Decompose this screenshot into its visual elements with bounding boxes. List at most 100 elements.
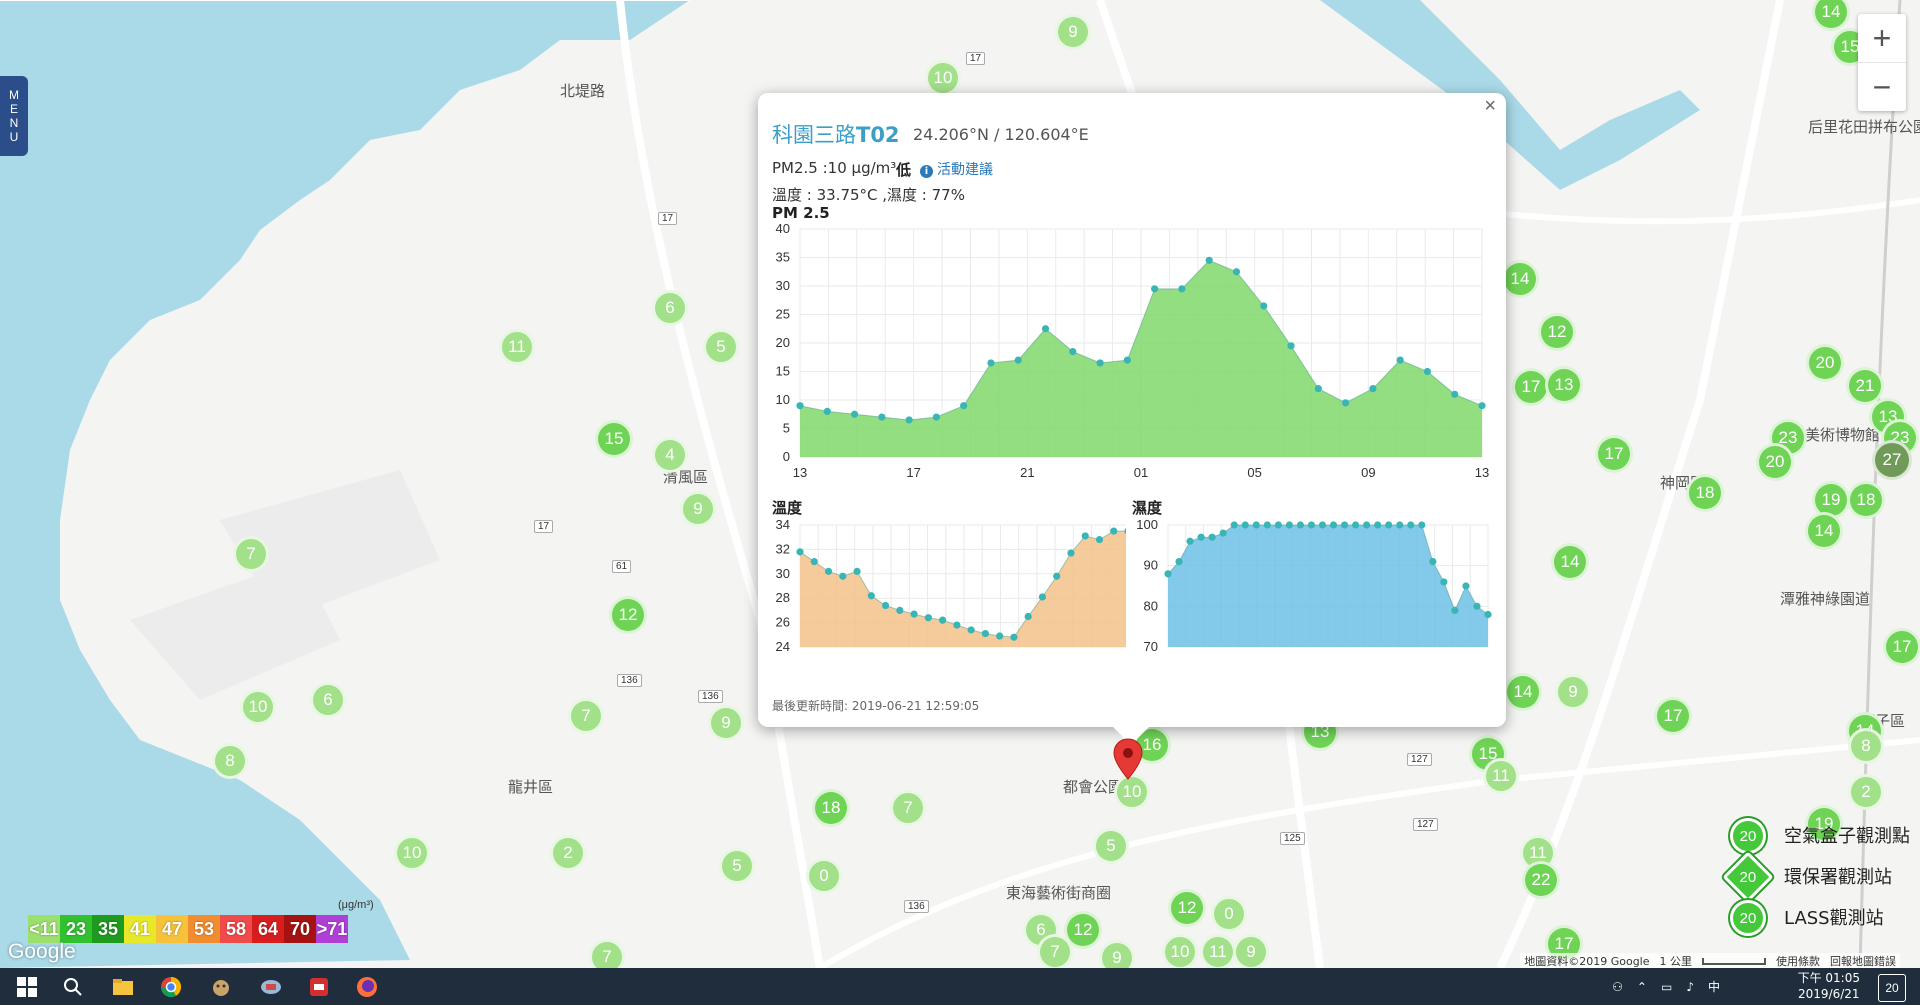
data-point[interactable] <box>1407 521 1415 529</box>
data-point[interactable] <box>867 592 875 600</box>
station-marker[interactable]: 12 <box>609 596 647 634</box>
clock[interactable]: 下午 01:05 2019/6/21 <box>1798 970 1860 1002</box>
station-marker[interactable]: 8 <box>1848 728 1884 764</box>
data-point[interactable] <box>960 402 968 410</box>
station-marker[interactable]: 10 <box>1114 774 1150 810</box>
data-point[interactable] <box>1178 285 1186 293</box>
data-point[interactable] <box>1369 385 1377 393</box>
data-point[interactable] <box>939 616 947 624</box>
data-point[interactable] <box>1451 606 1459 614</box>
search-icon[interactable] <box>60 974 86 1000</box>
station-marker[interactable]: 27 <box>1872 440 1912 480</box>
station-marker[interactable]: 10 <box>1162 934 1198 968</box>
data-point[interactable] <box>1208 533 1216 541</box>
data-point[interactable] <box>1374 521 1382 529</box>
data-point[interactable] <box>1069 347 1077 356</box>
station-marker[interactable]: 14 <box>1805 512 1843 550</box>
data-point[interactable] <box>1307 521 1316 529</box>
data-point[interactable] <box>987 359 995 367</box>
data-point[interactable] <box>1440 578 1448 586</box>
data-point[interactable] <box>1429 558 1437 566</box>
station-marker[interactable]: 17 <box>1654 697 1692 735</box>
notification-button[interactable]: 20 <box>1878 974 1906 1002</box>
station-marker[interactable]: 10 <box>240 689 276 725</box>
data-point[interactable] <box>1329 521 1338 529</box>
data-point[interactable] <box>1363 521 1371 529</box>
station-marker[interactable]: 8 <box>212 743 248 779</box>
station-marker[interactable]: 14 <box>1504 673 1542 711</box>
data-point[interactable] <box>967 626 975 634</box>
station-marker[interactable]: 0 <box>806 858 842 894</box>
data-point[interactable] <box>1124 528 1126 535</box>
station-marker[interactable]: 19 <box>1805 805 1843 843</box>
station-marker[interactable]: 7 <box>890 790 926 826</box>
station-marker[interactable]: 11 <box>499 329 535 365</box>
chrome-icon[interactable] <box>158 974 184 1000</box>
station-marker[interactable]: 9 <box>680 491 716 527</box>
data-point[interactable] <box>1340 521 1349 529</box>
data-point[interactable] <box>1451 390 1459 398</box>
station-marker[interactable]: 18 <box>1686 474 1724 512</box>
station-marker[interactable]: 2 <box>550 835 586 871</box>
data-point[interactable] <box>1024 612 1032 621</box>
station-marker[interactable]: 7 <box>589 939 625 968</box>
data-point[interactable] <box>905 416 913 424</box>
station-marker[interactable]: 4 <box>652 437 688 473</box>
data-point[interactable] <box>1041 325 1050 333</box>
firefox-icon[interactable] <box>354 974 380 1000</box>
station-marker[interactable]: 12 <box>1538 313 1576 351</box>
data-point[interactable] <box>1285 521 1293 529</box>
station-marker[interactable]: 5 <box>703 329 739 365</box>
data-point[interactable] <box>1164 570 1172 578</box>
file-explorer-icon[interactable] <box>110 974 136 1000</box>
data-point[interactable] <box>1067 549 1075 557</box>
data-point[interactable] <box>850 410 859 418</box>
app-icon-2[interactable] <box>258 974 284 1000</box>
data-point[interactable] <box>924 614 932 622</box>
station-marker[interactable]: 2 <box>1848 774 1884 810</box>
report-link[interactable]: 回報地圖錯誤 <box>1830 955 1896 968</box>
station-marker[interactable]: 11 <box>1483 758 1519 794</box>
advice-link[interactable]: i 活動建議 <box>920 159 993 179</box>
data-point[interactable] <box>896 606 904 614</box>
data-point[interactable] <box>1396 521 1404 529</box>
data-point[interactable] <box>878 413 886 421</box>
data-point[interactable] <box>1038 593 1047 601</box>
data-point[interactable] <box>1123 356 1131 364</box>
network-icon[interactable]: ▭ <box>1660 979 1673 994</box>
data-point[interactable] <box>1096 359 1104 367</box>
data-point[interactable] <box>1314 385 1322 393</box>
data-point[interactable] <box>1462 582 1470 590</box>
station-marker[interactable]: 10 <box>925 60 961 96</box>
station-marker[interactable]: 6 <box>652 290 688 326</box>
data-point[interactable] <box>1151 285 1159 293</box>
data-point[interactable] <box>1219 529 1227 537</box>
data-point[interactable] <box>1473 602 1481 610</box>
station-marker[interactable]: 9 <box>1233 934 1269 968</box>
station-marker[interactable]: 9 <box>1555 674 1591 710</box>
station-marker[interactable]: 13 <box>1545 366 1583 404</box>
people-icon[interactable]: ⚇ <box>1612 979 1623 994</box>
station-marker[interactable]: 7 <box>1037 934 1073 968</box>
data-point[interactable] <box>1186 537 1194 545</box>
station-marker[interactable]: 7 <box>233 536 269 572</box>
data-point[interactable] <box>1081 532 1089 540</box>
data-point[interactable] <box>1175 558 1183 566</box>
station-marker[interactable]: 21 <box>1846 367 1884 405</box>
volume-icon[interactable]: ♪ <box>1686 979 1694 994</box>
station-marker[interactable]: 5 <box>719 848 755 884</box>
station-marker[interactable]: 20 <box>1806 344 1844 382</box>
data-point[interactable] <box>1263 521 1271 529</box>
data-point[interactable] <box>1274 521 1282 529</box>
station-marker[interactable]: 17 <box>1883 628 1920 666</box>
data-point[interactable] <box>1396 356 1404 364</box>
app-icon[interactable] <box>208 974 234 1000</box>
data-point[interactable] <box>1014 356 1022 364</box>
data-point[interactable] <box>1478 402 1486 410</box>
station-marker[interactable]: 9 <box>1099 940 1135 968</box>
data-point[interactable] <box>1095 536 1104 544</box>
data-point[interactable] <box>910 610 918 618</box>
station-marker[interactable]: 15 <box>595 420 633 458</box>
location-pin-icon[interactable] <box>1113 738 1143 780</box>
